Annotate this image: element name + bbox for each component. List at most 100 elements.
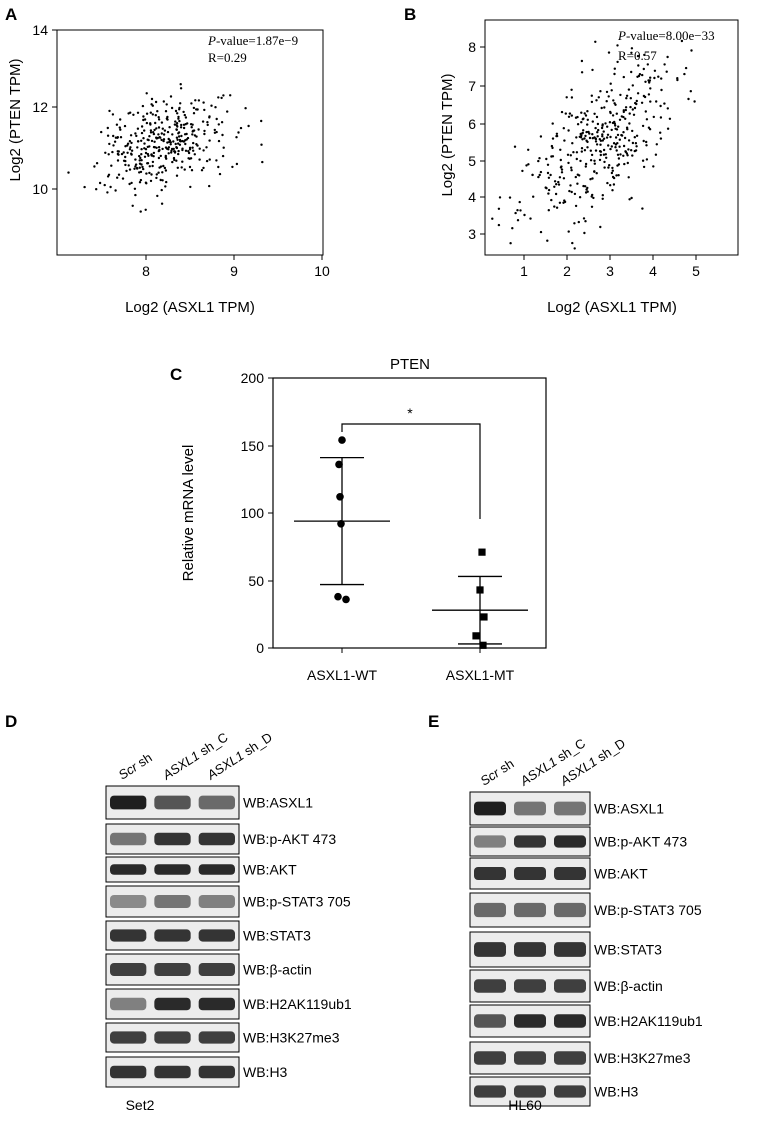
scatter-point: [595, 172, 598, 175]
scatter-point: [625, 97, 628, 100]
scatter-point: [568, 189, 571, 193]
scatter-point: [177, 149, 180, 153]
panel-a-plot-frame: [56, 29, 324, 256]
scatter-point: [220, 96, 223, 100]
scatter-point: [551, 155, 555, 158]
scatter-point: [187, 151, 191, 155]
scatter-point: [689, 90, 692, 93]
scatter-point: [191, 146, 194, 149]
panel-c-title: PTEN: [390, 356, 430, 373]
scatter-point: [690, 49, 693, 52]
scatter-point: [164, 110, 168, 113]
scatter-point: [261, 160, 264, 164]
scatter-point: [601, 197, 604, 200]
scatter-point: [103, 183, 106, 187]
scatter-point: [583, 231, 586, 235]
scatter-point: [180, 134, 183, 138]
scatter-point: [126, 144, 129, 147]
scatter-point: [609, 110, 612, 114]
scatter-point: [161, 147, 164, 151]
scatter-point: [575, 157, 578, 161]
scatter-point: [516, 209, 519, 212]
scatter-point: [599, 153, 602, 157]
scatter-point: [584, 114, 588, 117]
scatter-point: [176, 112, 179, 115]
scatter-point: [260, 119, 263, 123]
scatter-point: [150, 139, 154, 143]
scatter-point: [547, 176, 551, 179]
scatter-point: [663, 102, 666, 105]
blot-label: WB:β-actin: [594, 978, 663, 994]
scatter-point: [589, 159, 593, 162]
scatter-point: [599, 90, 602, 93]
scatter-point: [181, 139, 184, 143]
scatter-point: [148, 165, 151, 168]
scatter-point: [162, 138, 166, 141]
blot-band: [554, 902, 586, 918]
data-point: [335, 460, 343, 469]
scatter-point: [221, 154, 225, 158]
scatter-point: [642, 165, 646, 169]
scatter-point: [511, 227, 514, 230]
scatter-point: [247, 124, 250, 128]
scatter-point: [626, 154, 629, 157]
scatter-point: [134, 163, 138, 166]
scatter-point: [546, 163, 550, 166]
scatter-point: [641, 124, 645, 128]
scatter-point: [590, 100, 594, 104]
blot-label: WB:ASXL1: [594, 801, 664, 817]
scatter-point: [571, 142, 574, 145]
significance-star: *: [407, 405, 413, 421]
scatter-point: [160, 138, 163, 142]
scatter-point: [625, 152, 629, 155]
blot-band: [110, 1031, 147, 1044]
scatter-point: [603, 106, 606, 109]
scatter-point: [130, 141, 133, 145]
scatter-point: [210, 104, 213, 107]
scatter-point: [127, 164, 130, 167]
scatter-point: [612, 176, 616, 180]
scatter-point: [550, 198, 553, 202]
scatter-point: [179, 87, 183, 90]
scatter-point: [572, 151, 575, 154]
panel-b: B 3 4 5 6 7 8 1 2 3 4 5 Log2 (ASXL1 TPM)…: [404, 5, 739, 316]
scatter-point: [150, 97, 154, 101]
scatter-point: [235, 162, 239, 166]
scatter-point: [537, 175, 540, 179]
scatter-point: [588, 136, 592, 140]
panel-a-xtick-label: 10: [314, 263, 330, 279]
scatter-point: [162, 164, 165, 168]
scatter-point: [547, 188, 551, 192]
scatter-point: [149, 111, 152, 114]
scatter-point: [628, 198, 631, 201]
scatter-point: [614, 136, 618, 139]
scatter-point: [138, 154, 141, 158]
blot-band: [554, 801, 586, 816]
scatter-point: [622, 131, 625, 134]
scatter-point: [615, 174, 618, 177]
scatter-point: [609, 82, 612, 85]
scatter-point: [539, 170, 543, 174]
scatter-point: [115, 123, 119, 126]
scatter-point: [645, 158, 649, 161]
scatter-point: [134, 193, 137, 197]
scatter-point: [145, 92, 148, 95]
panel-b-plot-frame: [484, 19, 739, 256]
scatter-point: [559, 158, 562, 162]
scatter-point: [647, 79, 650, 82]
panel-b-ytick-label: 4: [468, 189, 476, 205]
scatter-point: [106, 126, 110, 130]
scatter-point: [123, 124, 127, 128]
scatter-point: [630, 149, 633, 152]
scatter-point: [189, 123, 193, 126]
scatter-point: [137, 140, 140, 143]
scatter-point: [628, 112, 631, 115]
scatter-point: [202, 149, 205, 152]
scatter-point: [602, 153, 606, 156]
scatter-point: [177, 115, 180, 119]
scatter-point: [193, 153, 196, 156]
blot-band: [474, 1085, 506, 1098]
scatter-point: [586, 118, 589, 122]
scatter-point: [590, 195, 593, 198]
scatter-point: [644, 80, 647, 84]
